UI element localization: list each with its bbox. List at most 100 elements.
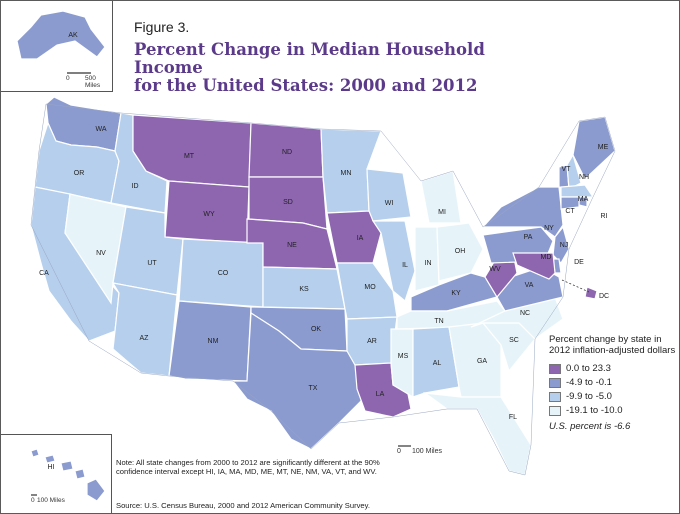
state-label-ct: CT — [565, 208, 575, 215]
us-percent-note: U.S. percent is -6.6 — [549, 421, 631, 432]
legend-row: -19.1 to -10.0 — [549, 404, 677, 417]
state-label-ne: NE — [287, 242, 297, 249]
hawaii-scale-zero: 0 — [31, 497, 35, 504]
state-hi — [86, 478, 106, 502]
state-label-co: CO — [218, 270, 229, 277]
legend-row: -9.9 to -5.0 — [549, 390, 677, 403]
state-nm — [168, 300, 252, 382]
state-label-or: OR — [74, 170, 85, 177]
state-label-id: ID — [132, 183, 139, 190]
state-label-oh: OH — [455, 248, 466, 255]
alaska-scale-label: 500 Miles — [85, 75, 101, 89]
state-label-me: ME — [598, 144, 609, 151]
state-label-ks: KS — [299, 286, 309, 293]
state-label-ms: MS — [398, 353, 409, 360]
state-label-ak: AK — [68, 32, 78, 39]
legend-label: -9.9 to -5.0 — [566, 391, 612, 402]
hawaii-inset: 0 100 Miles — [1, 434, 112, 513]
state-ct — [560, 196, 580, 210]
state-label-nv: NV — [96, 250, 106, 257]
state-label-in: IN — [425, 260, 432, 267]
state-label-ga: GA — [477, 358, 487, 365]
state-label-wi: WI — [385, 200, 394, 207]
state-nj — [552, 225, 570, 264]
state-label-mo: MO — [364, 284, 376, 291]
state-label-de: DE — [574, 259, 584, 266]
state-al — [412, 326, 460, 398]
hawaii-scale-label: 100 Miles — [37, 497, 65, 504]
state-dc — [584, 286, 598, 300]
state-ia — [326, 210, 382, 264]
state-label-sc: SC — [509, 337, 519, 344]
state-hi-island — [44, 454, 56, 464]
states-layer — [16, 10, 616, 502]
us-outline — [30, 103, 616, 476]
state-labels-layer: WA OR CA NV ID MT WY UT AZ CO NM ND SD NE KS OK TX MN IA MO… — [39, 32, 609, 471]
state-me — [572, 116, 616, 180]
legend-swatch — [549, 377, 561, 388]
legend-title: Percent change by state in 2012 inflatio… — [549, 334, 676, 356]
state-label-ia: IA — [357, 235, 364, 242]
state-label-nc: NC — [520, 310, 530, 317]
state-label-az: AZ — [140, 335, 150, 342]
state-label-mi: MI — [438, 209, 446, 216]
title-line-1: Percent Change in Median Household Incom… — [134, 40, 485, 77]
state-label-hi: HI — [48, 464, 55, 471]
map-title: Percent Change in Median Household Incom… — [134, 41, 494, 95]
state-az — [111, 282, 178, 377]
state-label-nj: NJ — [560, 242, 569, 249]
dc-leader-line — [561, 279, 590, 293]
state-label-tx: TX — [309, 385, 318, 392]
state-label-mn: MN — [341, 170, 352, 177]
state-hi-island — [74, 468, 86, 480]
title-line-2: for the United States: 2000 and 2012 — [134, 76, 478, 95]
state-label-vt: VT — [562, 166, 572, 173]
state-label-va: VA — [525, 282, 534, 289]
state-label-ma: MA — [578, 196, 589, 203]
state-mo — [336, 262, 398, 320]
legend-label: -4.9 to -0.1 — [566, 377, 612, 388]
legend-row: 0.0 to 23.3 — [549, 362, 677, 375]
state-label-dc: DC — [599, 293, 609, 300]
state-label-wa: WA — [95, 126, 106, 133]
state-label-fl: FL — [509, 414, 517, 421]
state-label-nd: ND — [282, 149, 292, 156]
source-note: Source: U.S. Census Bureau, 2000 and 201… — [116, 501, 370, 510]
legend-label: 0.0 to 23.3 — [566, 363, 611, 374]
state-hi-island — [30, 448, 40, 458]
legend-swatch — [549, 391, 561, 402]
state-label-mt: MT — [184, 153, 195, 160]
state-label-ut: UT — [147, 260, 157, 267]
state-label-ca: CA — [39, 270, 49, 277]
state-wi — [366, 168, 412, 222]
state-label-nh: NH — [579, 174, 589, 181]
state-nh — [566, 153, 582, 190]
state-label-il: IL — [402, 262, 408, 269]
main-scale-label: 100 Miles — [412, 448, 442, 455]
state-label-al: AL — [433, 360, 442, 367]
state-label-pa: PA — [524, 234, 533, 241]
state-hi-island — [60, 460, 74, 472]
legend-rows: 0.0 to 23.3 -4.9 to -0.1 -9.9 to -5.0 -19.1… — [549, 362, 677, 417]
state-label-ri: RI — [601, 213, 608, 220]
state-label-md: MD — [541, 254, 552, 261]
state-label-ny: NY — [544, 225, 554, 232]
legend-swatch — [549, 363, 561, 374]
legend-label: -19.1 to -10.0 — [566, 405, 623, 416]
state-label-ar: AR — [367, 338, 377, 345]
figure-label: Figure 3. — [134, 19, 190, 35]
footnote: Note: All state changes from 2000 to 201… — [116, 458, 380, 476]
alaska-scale-zero: 0 — [66, 75, 70, 82]
state-label-nm: NM — [208, 338, 219, 345]
state-label-wy: WY — [203, 211, 215, 218]
main-scale-zero: 0 — [397, 448, 401, 455]
state-label-la: LA — [376, 391, 385, 398]
state-ak — [16, 10, 106, 60]
state-label-wv: WV — [489, 266, 501, 273]
legend: Percent change by state in 2012 inflatio… — [549, 334, 677, 432]
state-il — [371, 220, 416, 303]
state-md — [512, 252, 556, 280]
state-label-ok: OK — [311, 326, 321, 333]
